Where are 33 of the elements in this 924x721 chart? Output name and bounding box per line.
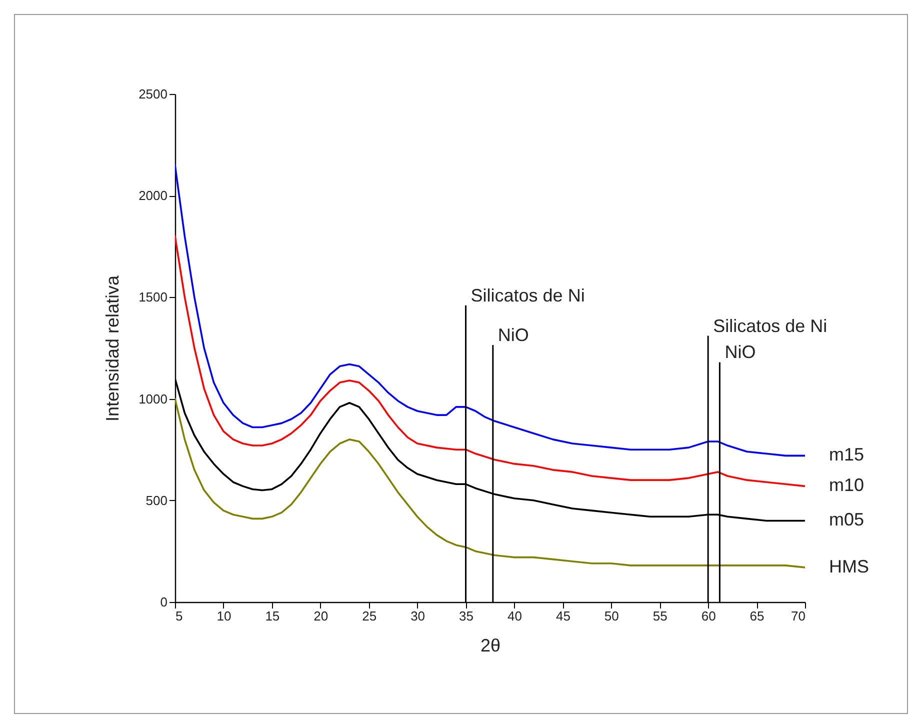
x-tick-label: 40 [507, 608, 522, 624]
series-label: HMS [829, 556, 869, 576]
x-tick-label: 70 [791, 608, 806, 624]
line-series [175, 164, 805, 457]
x-tick-label: 50 [604, 608, 619, 624]
y-axis-title: Intensidad relativa [102, 274, 123, 422]
x-tick-label: 30 [410, 608, 426, 624]
y-tick-label: 2000 [138, 188, 168, 204]
y-tick-label: 500 [146, 492, 168, 508]
x-tick-label: 5 [176, 608, 183, 624]
x-tick-label: 55 [652, 608, 668, 624]
series-label: m05 [829, 510, 864, 530]
x-tick-label: 15 [265, 608, 280, 624]
annotation: NiO [724, 342, 756, 362]
y-tick-label: 1500 [138, 290, 168, 305]
series-label: m10 [829, 475, 864, 496]
x-tick-label: 35 [459, 608, 474, 624]
x-tick-label: 45 [556, 608, 570, 624]
y-tick-label: 1000 [138, 391, 168, 406]
annotation: Silicatos de Ni [470, 285, 585, 306]
x-tick-label: 25 [362, 608, 377, 624]
annotation: NiO [498, 324, 529, 345]
annotation: Silicatos de Ni [713, 316, 828, 336]
x-tick-label: 65 [750, 608, 764, 624]
series-label: m15 [829, 444, 864, 465]
line-series [175, 235, 805, 488]
x-tick-label: 20 [314, 608, 328, 624]
x-axis-title: 2θ [480, 636, 501, 656]
x-tick-label: 10 [216, 608, 232, 624]
x-tick-label: 60 [701, 608, 716, 624]
y-tick-label: 2500 [138, 86, 168, 102]
y-tick-label: 0 [160, 594, 168, 610]
line-series [175, 398, 805, 568]
